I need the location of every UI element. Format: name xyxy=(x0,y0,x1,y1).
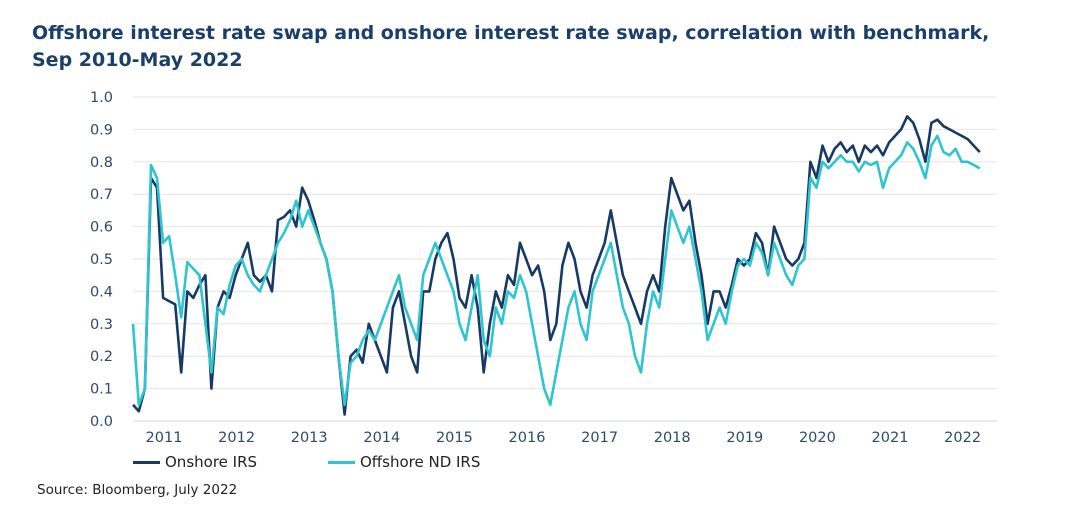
x-tick-label: 2022 xyxy=(944,430,981,446)
y-tick-label: 0.0 xyxy=(90,414,113,430)
source-note: Source: Bloomberg, July 2022 xyxy=(37,482,238,498)
offshore-swatch xyxy=(328,460,355,464)
x-tick-label: 2012 xyxy=(218,430,255,446)
y-tick-label: 0.6 xyxy=(90,220,113,236)
x-tick-label: 2021 xyxy=(872,430,909,446)
legend-item-offshore: Offshore ND IRS xyxy=(328,453,523,471)
y-axis-ticks: 0.0 0.1 0.2 0.3 0.4 0.5 0.6 0.7 0.8 0.9 1.0 xyxy=(90,90,113,430)
x-axis-ticks: 2011 2012 2013 2014 2015 2016 2017 2018 2019 2020… xyxy=(146,430,982,446)
grid-lines xyxy=(133,96,997,422)
legend-label: Offshore ND IRS xyxy=(360,453,481,471)
y-tick-label: 0.5 xyxy=(90,252,113,268)
x-tick-label: 2013 xyxy=(291,430,328,446)
y-tick-label: 0.2 xyxy=(90,349,113,365)
y-tick-label: 0.1 xyxy=(90,382,113,398)
x-tick-label: 2015 xyxy=(436,430,473,446)
chart-title: Offshore interest rate swap and onshore … xyxy=(32,22,990,71)
y-tick-label: 0.7 xyxy=(90,187,113,203)
x-tick-label: 2020 xyxy=(799,430,836,446)
x-tick-label: 2019 xyxy=(726,430,763,446)
x-tick-label: 2011 xyxy=(146,430,183,446)
y-tick-label: 0.9 xyxy=(90,122,113,138)
x-tick-label: 2018 xyxy=(654,430,691,446)
series-lines xyxy=(131,115,981,416)
y-tick-label: 0.8 xyxy=(90,155,113,171)
legend: Onshore IRS Offshore ND IRS xyxy=(133,453,523,471)
x-tick-label: 2014 xyxy=(363,430,400,446)
legend-label: Onshore IRS xyxy=(165,453,258,471)
legend-item-onshore: Onshore IRS xyxy=(133,453,328,471)
onshore-swatch xyxy=(133,460,160,464)
offshore-nd-irs-line xyxy=(131,134,981,407)
y-tick-label: 0.4 xyxy=(90,284,113,300)
x-tick-label: 2016 xyxy=(509,430,546,446)
x-tick-label: 2017 xyxy=(581,430,618,446)
y-tick-label: 0.3 xyxy=(90,317,113,333)
onshore-irs-line xyxy=(132,115,981,416)
y-tick-label: 1.0 xyxy=(90,90,113,106)
